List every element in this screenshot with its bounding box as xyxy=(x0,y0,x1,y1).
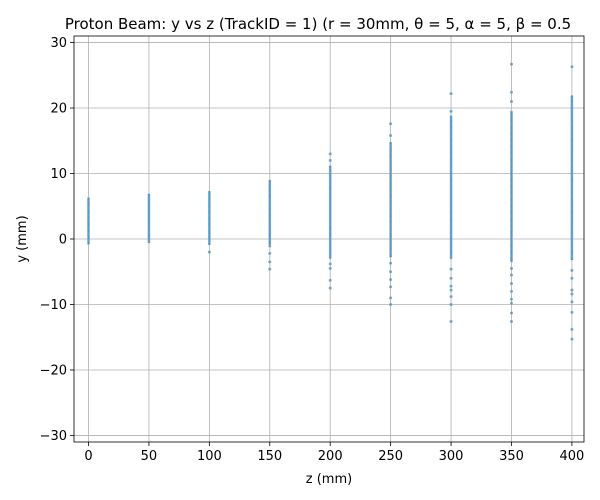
data-point xyxy=(87,196,90,200)
y-tick-label: 20 xyxy=(50,102,67,117)
x-tick-label: 50 xyxy=(141,449,158,464)
data-point xyxy=(509,266,514,271)
data-column xyxy=(207,190,211,254)
data-point xyxy=(449,92,453,96)
x-tick-label: 0 xyxy=(84,449,92,464)
data-point xyxy=(328,266,332,271)
data-point xyxy=(389,270,393,274)
data-point xyxy=(570,96,574,100)
x-tick-label: 250 xyxy=(378,449,403,464)
y-tick-label: 0 xyxy=(59,233,67,248)
data-column xyxy=(147,193,151,244)
data-point xyxy=(509,273,514,277)
data-point xyxy=(449,319,453,324)
data-point xyxy=(87,197,90,201)
data-point xyxy=(389,142,393,146)
data-point xyxy=(510,110,513,114)
data-point xyxy=(268,179,272,183)
y-tick-label: 30 xyxy=(50,36,67,51)
data-point xyxy=(509,289,514,293)
data-points xyxy=(87,62,574,341)
data-point xyxy=(268,180,272,184)
data-point xyxy=(449,109,453,113)
data-point xyxy=(207,191,211,195)
data-point xyxy=(570,300,574,304)
data-column xyxy=(509,62,514,324)
data-point xyxy=(570,288,574,292)
x-tick-label: 100 xyxy=(197,449,222,464)
x-tick-label: 350 xyxy=(499,449,524,464)
x-axis-label: z (mm) xyxy=(306,472,352,487)
data-column xyxy=(87,196,90,246)
data-point xyxy=(570,337,574,341)
data-point xyxy=(389,278,393,282)
data-point xyxy=(328,158,332,162)
y-axis-ticks: −30 −20 −10 0 10 20 30 xyxy=(40,36,74,444)
data-point xyxy=(509,99,514,104)
data-point xyxy=(147,194,151,198)
data-point xyxy=(268,251,272,255)
data-column xyxy=(570,65,574,341)
chart-title: Proton Beam: y vs z (TrackID = 1) (r = 3… xyxy=(65,15,571,33)
x-tick-label: 400 xyxy=(560,449,585,464)
data-point xyxy=(509,297,514,301)
data-point xyxy=(328,166,332,170)
data-point xyxy=(449,267,453,271)
data-column xyxy=(389,122,393,307)
x-tick-label: 200 xyxy=(318,449,343,464)
data-point xyxy=(509,90,514,94)
data-point xyxy=(449,284,453,288)
data-point xyxy=(268,260,272,264)
data-point xyxy=(570,94,574,98)
data-point xyxy=(570,292,574,296)
data-point xyxy=(389,141,393,145)
data-column xyxy=(268,179,272,271)
y-axis-label: y (mm) xyxy=(15,215,30,262)
y-tick-label: −10 xyxy=(40,298,67,313)
data-point xyxy=(570,268,574,272)
data-point xyxy=(389,122,393,126)
data-point xyxy=(389,133,393,138)
data-point xyxy=(207,250,211,254)
data-point xyxy=(328,286,332,290)
data-point xyxy=(389,296,393,300)
data-point xyxy=(570,327,574,331)
data-point xyxy=(328,262,332,266)
x-tick-label: 150 xyxy=(257,449,282,464)
data-point xyxy=(389,285,393,289)
data-point xyxy=(328,152,332,156)
data-column xyxy=(328,152,332,290)
x-axis-ticks: 0 50 100 150 200 250 300 350 400 xyxy=(84,442,584,464)
data-point xyxy=(449,288,453,292)
y-tick-label: −30 xyxy=(40,429,67,444)
data-point xyxy=(449,302,453,307)
data-point xyxy=(570,276,574,280)
y-tick-label: 10 xyxy=(50,167,67,182)
x-tick-label: 300 xyxy=(439,449,464,464)
data-point xyxy=(509,311,514,315)
data-point xyxy=(570,310,574,314)
data-point xyxy=(509,62,514,66)
data-point xyxy=(207,190,211,194)
data-point xyxy=(449,276,453,280)
data-point xyxy=(509,281,514,286)
y-tick-label: −20 xyxy=(40,363,67,378)
data-point xyxy=(328,278,332,282)
data-point xyxy=(509,301,514,305)
data-point xyxy=(449,116,453,120)
data-point xyxy=(570,65,574,69)
data-point xyxy=(389,302,393,307)
data-point xyxy=(147,193,151,197)
data-point xyxy=(449,114,453,118)
data-point xyxy=(449,295,453,299)
data-point xyxy=(328,165,332,169)
data-point xyxy=(510,111,513,115)
data-point xyxy=(268,267,272,271)
data-column xyxy=(449,92,453,324)
data-point xyxy=(509,319,514,324)
data-point xyxy=(389,261,393,265)
